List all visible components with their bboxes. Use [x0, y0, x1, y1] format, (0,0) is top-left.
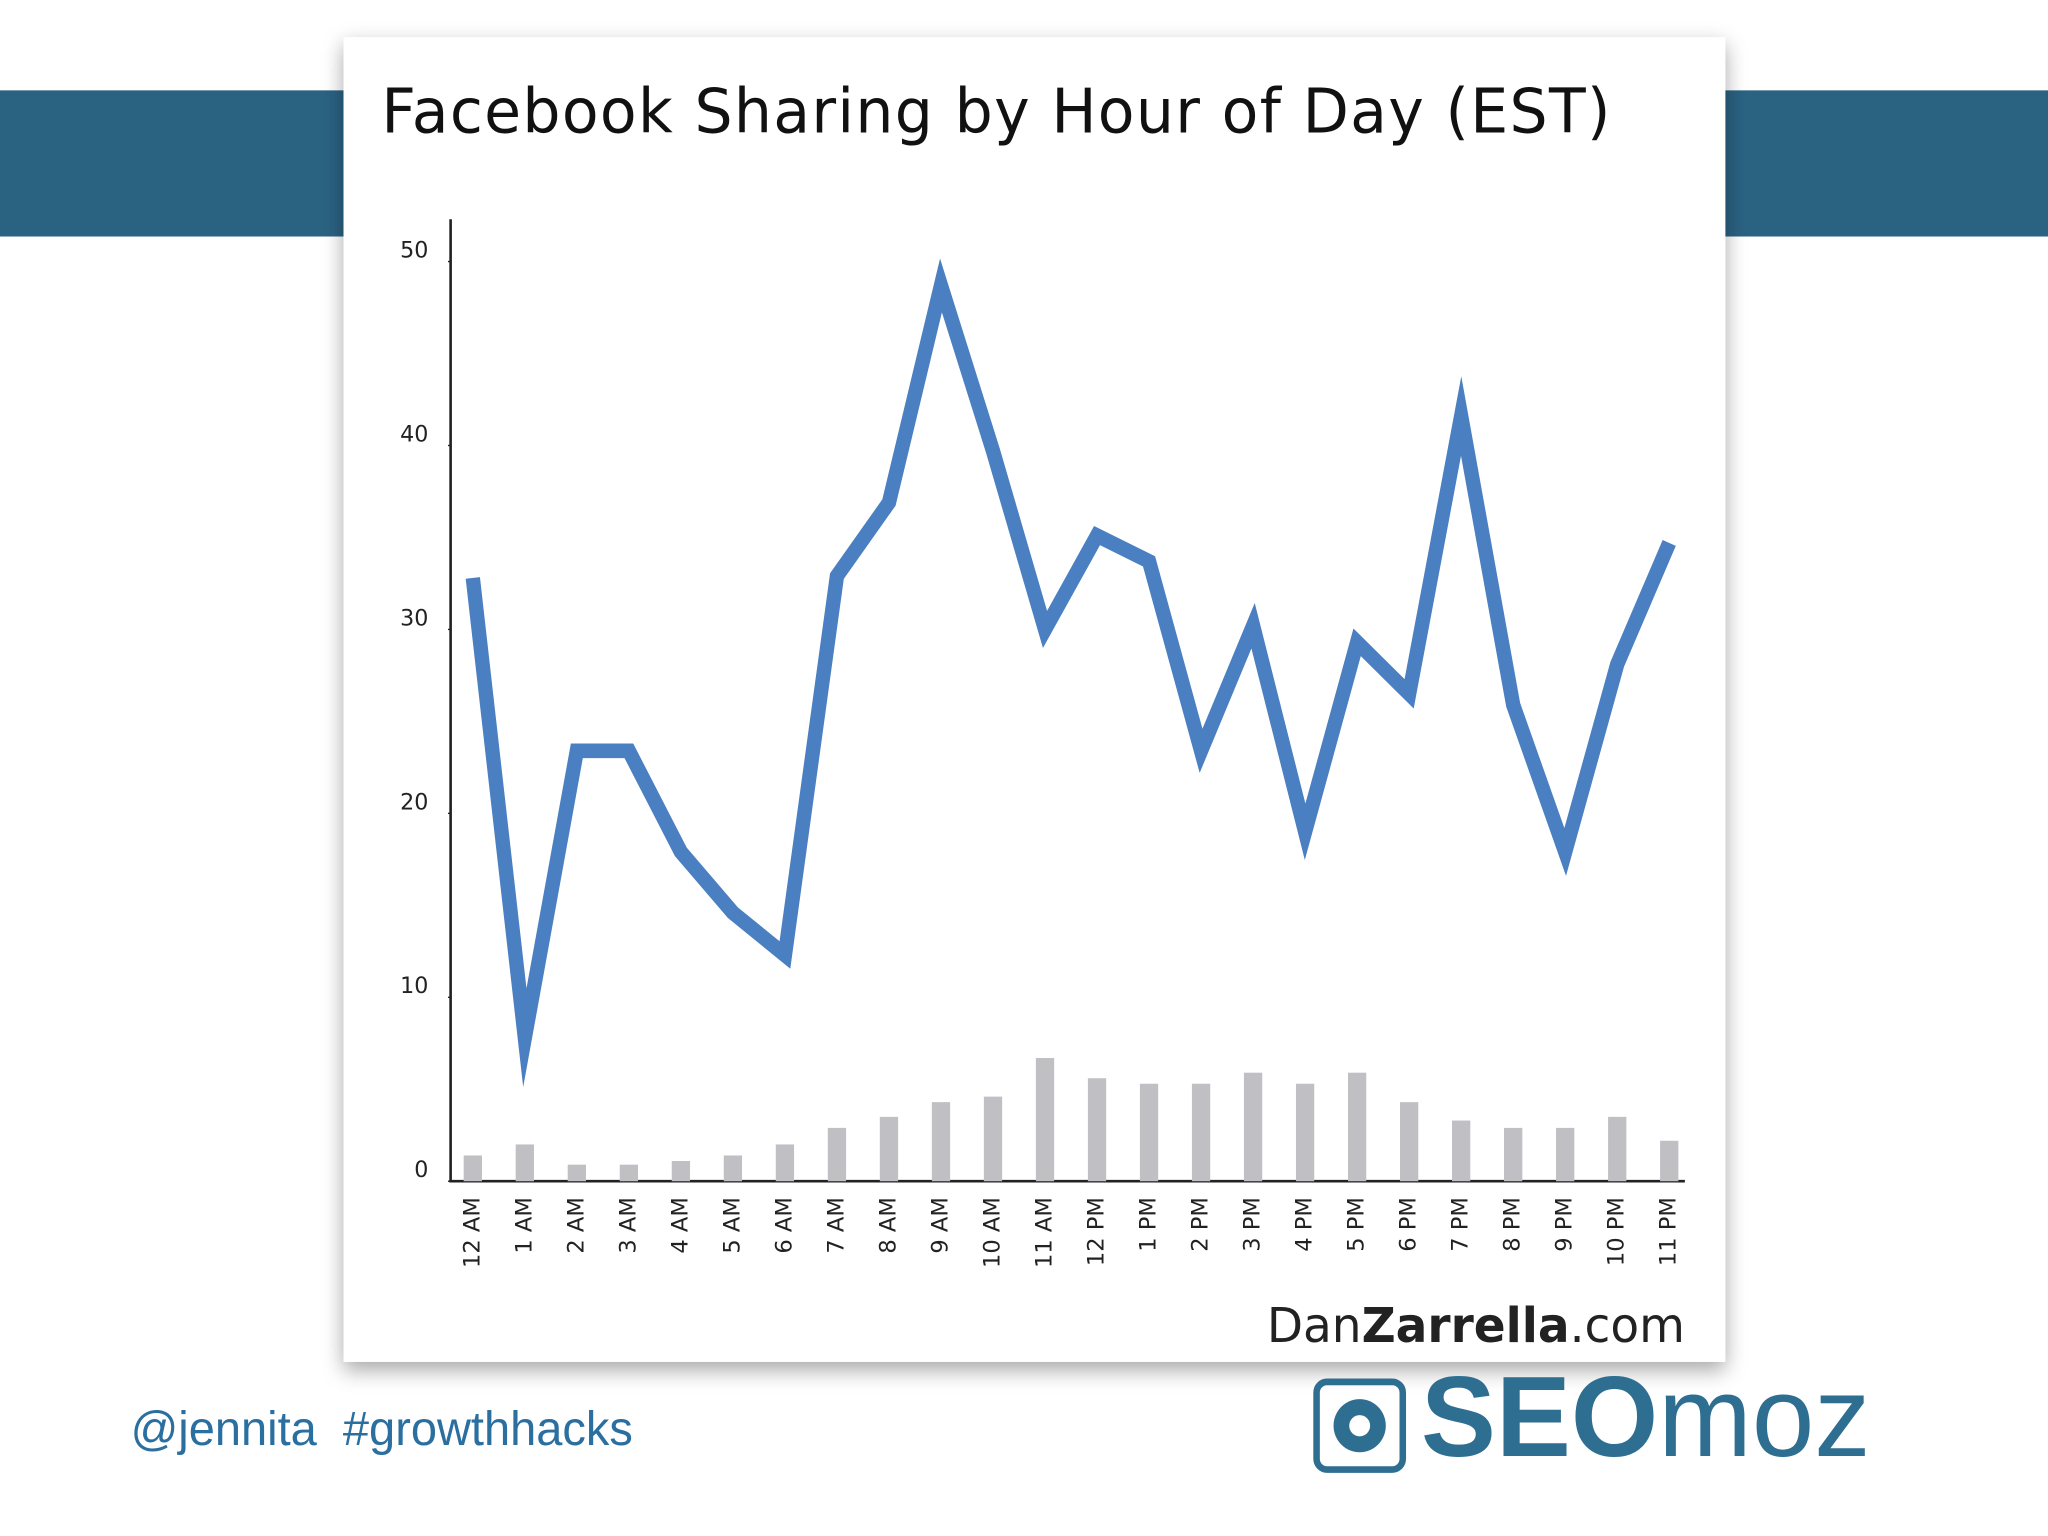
- x-tick-label: 12 PM: [1084, 1197, 1110, 1266]
- bar: [671, 1160, 691, 1182]
- x-tick-label: 11 PM: [1656, 1197, 1682, 1266]
- x-tick-label: 10 AM: [980, 1197, 1006, 1268]
- bar: [1452, 1120, 1471, 1182]
- logo-part: moz: [1658, 1353, 1870, 1481]
- x-tick-label: 10 PM: [1604, 1197, 1630, 1266]
- y-tick-label: 10: [400, 973, 428, 999]
- source-part: Zarrella: [1362, 1298, 1570, 1353]
- bar: [1295, 1083, 1315, 1182]
- line: [465, 258, 1676, 1088]
- bar: [1035, 1057, 1055, 1182]
- bar: [1399, 1102, 1419, 1182]
- bar: [463, 1155, 482, 1182]
- bar: [879, 1116, 899, 1182]
- bar: [1660, 1140, 1679, 1182]
- bar: [567, 1164, 586, 1182]
- bar: [1087, 1078, 1107, 1182]
- x-tick-label: 8 AM: [876, 1197, 902, 1253]
- bar: [515, 1144, 534, 1182]
- x-tick-label: 9 AM: [928, 1197, 954, 1253]
- x-tick-label: 5 PM: [1344, 1197, 1370, 1252]
- bar: [619, 1164, 639, 1182]
- y-tick-label: 20: [400, 789, 428, 815]
- bar: [1608, 1116, 1627, 1182]
- bar: [723, 1155, 743, 1182]
- x-tick-label: 1 AM: [511, 1197, 537, 1253]
- bar: [931, 1102, 951, 1182]
- caption: @jennita #growthhacks: [131, 1403, 633, 1456]
- x-tick-label: 2 PM: [1188, 1197, 1214, 1252]
- source-part: Dan: [1267, 1298, 1362, 1353]
- y-tick-label: 40: [400, 421, 428, 447]
- x-tick-label: 7 AM: [824, 1197, 850, 1253]
- x-tick-label: 4 PM: [1292, 1197, 1318, 1252]
- chart-card: [343, 37, 1726, 1362]
- x-tick-label: 9 PM: [1552, 1197, 1578, 1252]
- bar: [983, 1096, 1003, 1182]
- x-tick-label: 12 AM: [459, 1197, 485, 1268]
- logo-icon: [1313, 1378, 1407, 1473]
- bar: [1347, 1072, 1367, 1182]
- logo-icon: [1349, 1415, 1371, 1437]
- x-tick-label: 4 AM: [668, 1197, 694, 1253]
- bar: [1504, 1127, 1523, 1182]
- bar: [1139, 1083, 1159, 1182]
- x-tick-label: 3 AM: [615, 1197, 641, 1253]
- x-tick-label: 5 AM: [720, 1197, 746, 1253]
- y-tick-label: 30: [400, 605, 428, 631]
- logo: SEOmoz: [1313, 1353, 1870, 1481]
- bar: [1243, 1072, 1263, 1182]
- y-tick-label: 0: [414, 1157, 428, 1183]
- x-tick-label: 2 AM: [563, 1197, 589, 1253]
- x-tick-label: 6 PM: [1396, 1197, 1422, 1252]
- logo-part: SEO: [1421, 1353, 1658, 1481]
- x-tick-label: 8 PM: [1500, 1197, 1526, 1252]
- bar: [1191, 1083, 1211, 1182]
- bar: [827, 1127, 847, 1182]
- logo-text: SEOmoz: [1421, 1353, 1870, 1481]
- y-tick-label: 50: [400, 237, 428, 263]
- source-part: .com: [1570, 1298, 1685, 1353]
- bar: [1556, 1127, 1575, 1182]
- x-tick-label: 1 PM: [1136, 1197, 1162, 1252]
- x-tick-label: 6 AM: [772, 1197, 798, 1253]
- x-tick-label: 7 PM: [1448, 1197, 1474, 1252]
- source: DanZarrella.com: [1267, 1298, 1685, 1353]
- chart-title: Facebook Sharing by Hour of Day (EST): [381, 77, 1611, 148]
- x-tick-label: 3 PM: [1240, 1197, 1266, 1252]
- x-tick-label: 11 AM: [1032, 1197, 1058, 1268]
- bar: [775, 1144, 795, 1182]
